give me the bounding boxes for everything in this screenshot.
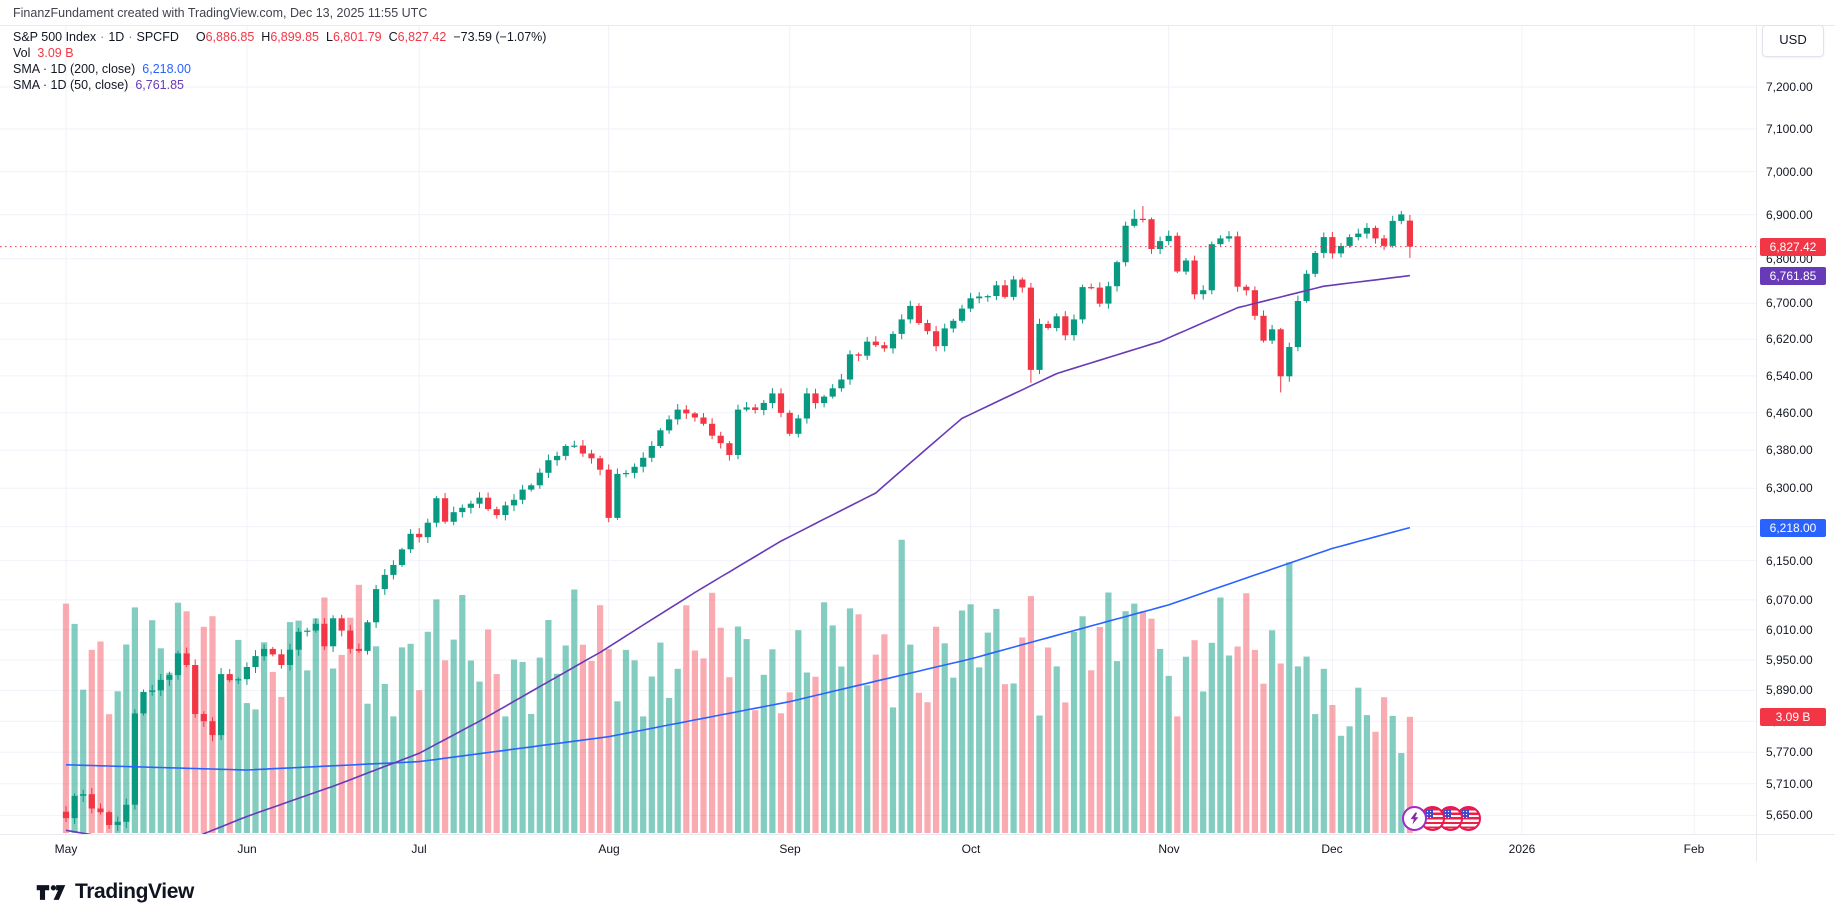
legend-sma200-row: SMA · 1D (200, close) 6,218.00 <box>13 62 546 77</box>
time-tick-label: Dec <box>1321 842 1343 856</box>
price-tick-label: 6,540.00 <box>1766 369 1813 383</box>
open-label: O <box>195 30 206 44</box>
price-tick-label: 6,700.00 <box>1766 296 1813 310</box>
price-tick-label: 6,900.00 <box>1766 208 1813 222</box>
price-tick-label: 7,100.00 <box>1766 122 1813 136</box>
high-value: 6,899.85 <box>270 30 319 44</box>
tradingview-logomark-icon <box>36 884 66 900</box>
price-tick-label: 6,010.00 <box>1766 623 1813 637</box>
sma50-axis-badge: 6,761.85 <box>1760 267 1826 285</box>
time-tick-label: Oct <box>961 842 981 856</box>
event-markers[interactable] <box>1402 806 1481 831</box>
price-tick-label: 6,070.00 <box>1766 593 1813 607</box>
time-tick-label: Jun <box>237 842 257 856</box>
lightning-event-icon[interactable] <box>1402 806 1427 831</box>
sma50-label: SMA · 1D (50, close) <box>13 78 129 92</box>
price-tick-label: 6,620.00 <box>1766 332 1813 346</box>
change-value: −73.59 (−1.07%) <box>453 30 547 44</box>
price-tick-label: 5,710.00 <box>1766 777 1813 791</box>
price-tick-label: 6,150.00 <box>1766 554 1813 568</box>
time-tick-label: Aug <box>598 842 620 856</box>
pane-axis-divider <box>1756 26 1757 862</box>
sma200-axis-badge: 6,218.00 <box>1760 519 1826 537</box>
legend-sma50-row: SMA · 1D (50, close) 6,761.85 <box>13 78 546 93</box>
tradingview-logo-text: TradingView <box>75 880 194 903</box>
price-tick-label: 5,950.00 <box>1766 653 1813 667</box>
price-tick-label: 6,460.00 <box>1766 406 1813 420</box>
last-price-axis-badge: 6,827.42 <box>1760 238 1826 256</box>
attribution-text: FinanzFundament created with TradingView… <box>0 0 1835 26</box>
sma200-line <box>65 526 1411 771</box>
symbol-exchange: SPCFD <box>136 30 179 44</box>
sma200-label: SMA · 1D (200, close) <box>13 62 136 76</box>
price-axis[interactable]: 7,200.00 7,100.00 7,000.00 6,900.00 6,800.00… <box>1757 26 1835 834</box>
legend-symbol-row: S&P 500 Index · 1D · SPCFD O6,886.85 H6,899.85… <box>13 30 546 45</box>
time-tick-label: Feb <box>1683 842 1705 856</box>
chart-pane[interactable] <box>0 26 1757 834</box>
ohlc-values: O6,886.85 H6,899.85 L6,801.79 C6,827.42 −73.… <box>189 30 547 44</box>
separator-dot: · <box>128 30 133 44</box>
lightning-bolt-glyph <box>1410 812 1419 825</box>
tradingview-logo[interactable]: TradingView <box>36 880 194 904</box>
time-axis-divider <box>0 834 1835 835</box>
time-tick-label: Nov <box>1158 842 1180 856</box>
volume-value: 3.09 B <box>37 46 74 60</box>
volume-axis-badge: 3.09 B <box>1760 708 1826 726</box>
time-tick-label: 2026 <box>1508 842 1536 856</box>
separator-dot: · <box>100 30 105 44</box>
time-tick-label: May <box>54 842 78 856</box>
chart-legend: S&P 500 Index · 1D · SPCFD O6,886.85 H6,899.85… <box>13 30 546 94</box>
price-tick-label: 7,200.00 <box>1766 80 1813 94</box>
legend-volume-row: Vol 3.09 B <box>13 46 546 61</box>
close-label: C <box>388 30 398 44</box>
symbol-interval: 1D <box>108 30 125 44</box>
high-label: H <box>261 30 271 44</box>
sma50-value: 6,761.85 <box>135 78 184 92</box>
low-label: L <box>325 30 333 44</box>
candle-bodies <box>62 214 1413 825</box>
currency-button[interactable]: USD <box>1762 25 1824 57</box>
sma50-line <box>65 274 1411 834</box>
grid-lines <box>0 26 1757 834</box>
price-tick-label: 7,000.00 <box>1766 165 1813 179</box>
time-axis[interactable]: May Jun Jul Aug Sep Oct Nov Dec 2026 Feb <box>0 835 1835 862</box>
price-tick-label: 5,770.00 <box>1766 745 1813 759</box>
time-tick-label: Jul <box>411 842 427 856</box>
sma200-value: 6,218.00 <box>142 62 191 76</box>
close-value: 6,827.42 <box>397 30 447 44</box>
price-tick-label: 6,300.00 <box>1766 481 1813 495</box>
time-tick-label: Sep <box>779 842 801 856</box>
volume-label: Vol <box>13 46 31 60</box>
open-value: 6,886.85 <box>205 30 255 44</box>
symbol-name: S&P 500 Index <box>13 30 97 44</box>
price-tick-label: 5,650.00 <box>1766 808 1813 822</box>
volume-bars <box>62 539 1413 833</box>
price-tick-label: 5,890.00 <box>1766 683 1813 697</box>
low-value: 6,801.79 <box>332 30 382 44</box>
price-tick-label: 6,380.00 <box>1766 443 1813 457</box>
